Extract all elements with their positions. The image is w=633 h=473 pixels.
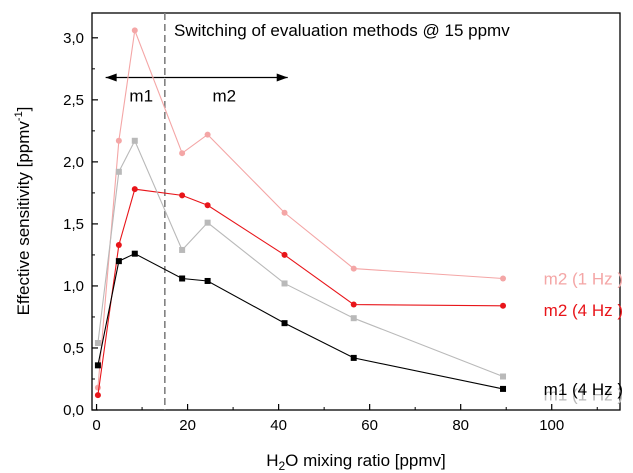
arrow-m1-head: [105, 73, 117, 82]
data-point: [131, 186, 138, 193]
x-tick-label: 60: [361, 417, 378, 434]
plot-frame: [91, 12, 621, 411]
data-point: [179, 246, 186, 253]
data-point: [350, 265, 357, 272]
x-tick-label: 40: [270, 417, 287, 434]
x-tick-label: 0: [92, 417, 100, 434]
series-group: [94, 27, 507, 399]
y-tick-label: 0,0: [63, 402, 84, 419]
m2-region-label: m2: [212, 87, 236, 106]
data-point: [281, 320, 288, 327]
y-axis-label: Effective sensitivity [ppmv-1]: [13, 107, 33, 316]
y-axis: 0,0 0,5 1,0 1,5 2,0 2,5 3,0: [63, 30, 98, 419]
series-label: m1 (1 Hz ): [544, 386, 623, 405]
y-tick-label: 1,5: [63, 216, 84, 233]
data-point: [115, 241, 122, 248]
data-point: [204, 131, 211, 138]
y-tick-label: 1,0: [63, 278, 84, 295]
x-tick-label: 20: [179, 417, 196, 434]
data-point: [204, 202, 211, 209]
y-tick-label: 3,0: [63, 30, 84, 47]
data-point: [500, 373, 507, 380]
x-axis-label: H2O mixing ratio [ppmv]: [266, 451, 446, 473]
data-point: [350, 354, 357, 361]
data-point: [94, 362, 101, 369]
data-point: [179, 192, 186, 199]
method-arrows: [105, 73, 288, 82]
data-point: [281, 280, 288, 287]
data-point: [350, 301, 357, 308]
y-tick-label: 0,5: [63, 340, 84, 357]
data-point: [500, 275, 507, 282]
data-point: [131, 137, 138, 144]
data-point: [94, 392, 101, 399]
m1-region-label: m1: [129, 87, 153, 106]
data-point: [94, 340, 101, 347]
data-point: [500, 302, 507, 309]
data-point: [179, 150, 186, 157]
series-label: m1 (4 Hz ): [544, 380, 623, 399]
data-point: [500, 385, 507, 392]
switch-annotation: Switching of evaluation methods @ 15 ppm…: [174, 21, 510, 40]
data-point: [115, 137, 122, 144]
x-tick-label: 100: [539, 417, 564, 434]
y-tick-label: 2,5: [63, 92, 84, 109]
x-tick-label: 80: [452, 417, 469, 434]
x-axis: 0 20 40 60 80 100: [92, 404, 598, 434]
data-point: [115, 168, 122, 175]
data-point: [94, 384, 101, 391]
data-point: [204, 277, 211, 284]
data-point: [204, 219, 211, 226]
y-tick-label: 2,0: [63, 154, 84, 171]
data-point: [281, 209, 288, 216]
arrow-m2-head: [276, 73, 288, 82]
data-point: [179, 275, 186, 282]
data-point: [350, 315, 357, 322]
series-line-1: [97, 28, 504, 388]
series-labels: m2 (1 Hz ) m2 (4 Hz ) m1 (1 Hz )m1 (4 Hz ): [544, 269, 623, 404]
series-line-3: [97, 139, 504, 378]
data-point: [281, 251, 288, 258]
data-point: [131, 27, 138, 34]
data-point: [131, 250, 138, 257]
series-line-2: [97, 188, 504, 396]
series-label: m2 (1 Hz ): [544, 269, 623, 288]
series-label: m2 (4 Hz ): [544, 301, 623, 320]
data-point: [115, 258, 122, 265]
